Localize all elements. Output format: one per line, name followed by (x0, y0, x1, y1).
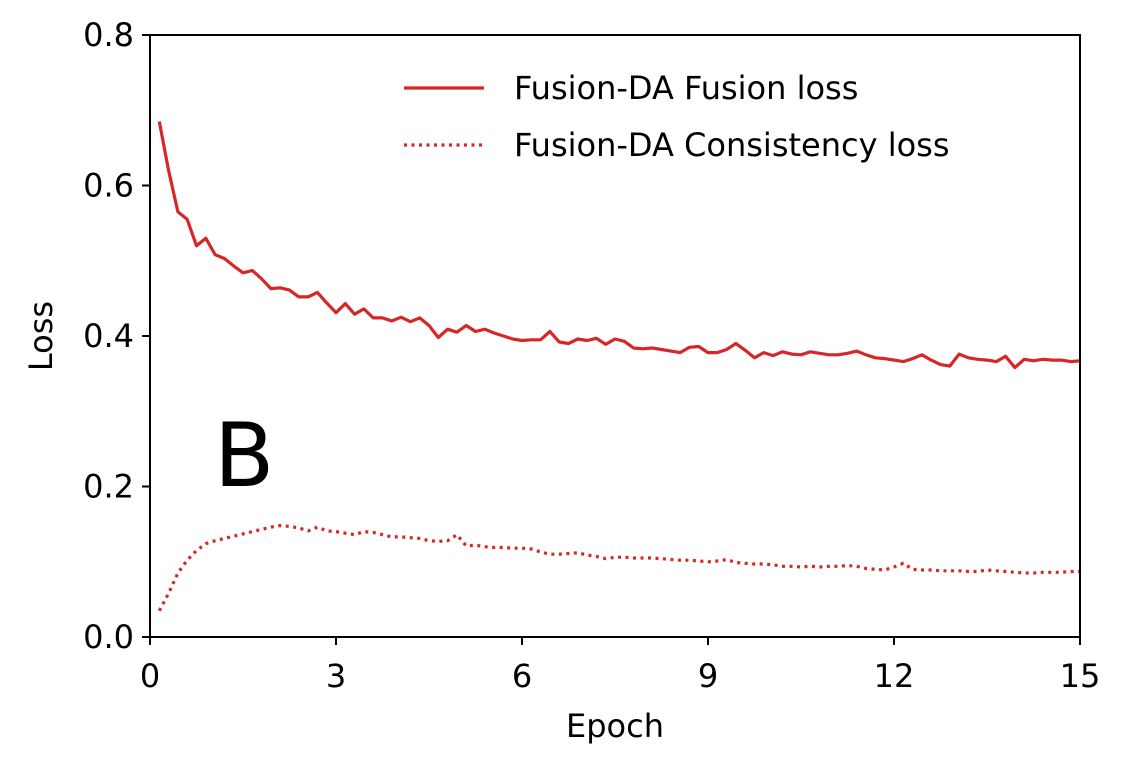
y-tick-label: 0.2 (83, 468, 134, 506)
y-axis-label: Loss (22, 301, 60, 371)
x-tick-label: 9 (698, 657, 718, 695)
y-tick-label: 0.8 (83, 16, 134, 54)
x-axis-label: Epoch (566, 707, 664, 745)
x-tick-label: 6 (512, 657, 532, 695)
series-line-fusion-loss (157, 121, 1081, 370)
legend-label-consistency-loss: Fusion-DA Consistency loss (514, 126, 950, 164)
ticks-layer: 0 3 6 9 12 15 0.0 0.2 0.4 0.6 0.8 (83, 16, 1100, 695)
y-tick-label: 0.4 (83, 317, 134, 355)
y-tick-label: 0.6 (83, 167, 134, 205)
series-layer (157, 121, 1081, 612)
legend-label-fusion-loss: Fusion-DA Fusion loss (514, 69, 858, 107)
panel-label: B (214, 404, 274, 507)
x-tick-label: 3 (326, 657, 346, 695)
series-line-consistency-loss (157, 523, 1080, 612)
x-tick-label: 0 (140, 657, 160, 695)
y-tick-label: 0.0 (83, 618, 134, 656)
x-tick-label: 15 (1060, 657, 1101, 695)
x-tick-label: 12 (874, 657, 915, 695)
legend: Fusion-DA Fusion loss Fusion-DA Consiste… (404, 69, 950, 164)
